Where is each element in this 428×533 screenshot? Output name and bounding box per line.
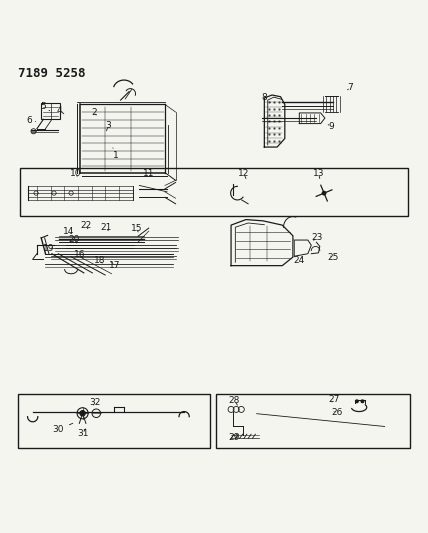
Text: 16: 16 (74, 251, 85, 260)
Text: 11: 11 (143, 169, 155, 178)
Text: 31: 31 (77, 429, 88, 438)
Text: 19: 19 (43, 244, 54, 253)
Text: 10: 10 (70, 169, 81, 178)
Text: 13: 13 (313, 169, 324, 179)
Text: 23: 23 (312, 233, 323, 243)
Text: 8: 8 (262, 93, 270, 102)
Text: 17: 17 (109, 261, 121, 270)
Text: 2: 2 (91, 108, 96, 117)
Text: 24: 24 (294, 256, 305, 264)
Text: 3: 3 (105, 121, 111, 131)
Text: 9: 9 (328, 122, 334, 131)
Text: 25: 25 (328, 254, 339, 262)
Circle shape (322, 191, 326, 195)
Text: 30: 30 (53, 423, 73, 434)
Text: 1: 1 (113, 148, 119, 160)
Text: 32: 32 (90, 398, 101, 407)
Circle shape (80, 411, 85, 416)
Text: 18: 18 (94, 256, 105, 264)
Text: 28: 28 (229, 397, 240, 406)
Text: 7: 7 (348, 83, 354, 92)
Bar (18, 394, 210, 448)
Text: 15: 15 (131, 224, 142, 232)
Text: 22: 22 (80, 222, 92, 230)
Text: 6: 6 (27, 116, 36, 125)
Text: 7189 5258: 7189 5258 (18, 67, 85, 80)
Text: 20: 20 (69, 235, 80, 244)
Circle shape (361, 400, 364, 402)
Text: 14: 14 (63, 227, 74, 236)
Text: 21: 21 (101, 223, 112, 232)
Text: 12: 12 (238, 169, 250, 179)
Text: 26: 26 (331, 408, 342, 417)
Text: 29: 29 (229, 433, 240, 442)
Circle shape (356, 400, 358, 402)
Bar (216, 394, 410, 448)
Bar (20, 168, 408, 216)
Text: 27: 27 (329, 395, 340, 404)
Text: 4: 4 (57, 106, 64, 115)
Text: 5: 5 (41, 102, 50, 111)
